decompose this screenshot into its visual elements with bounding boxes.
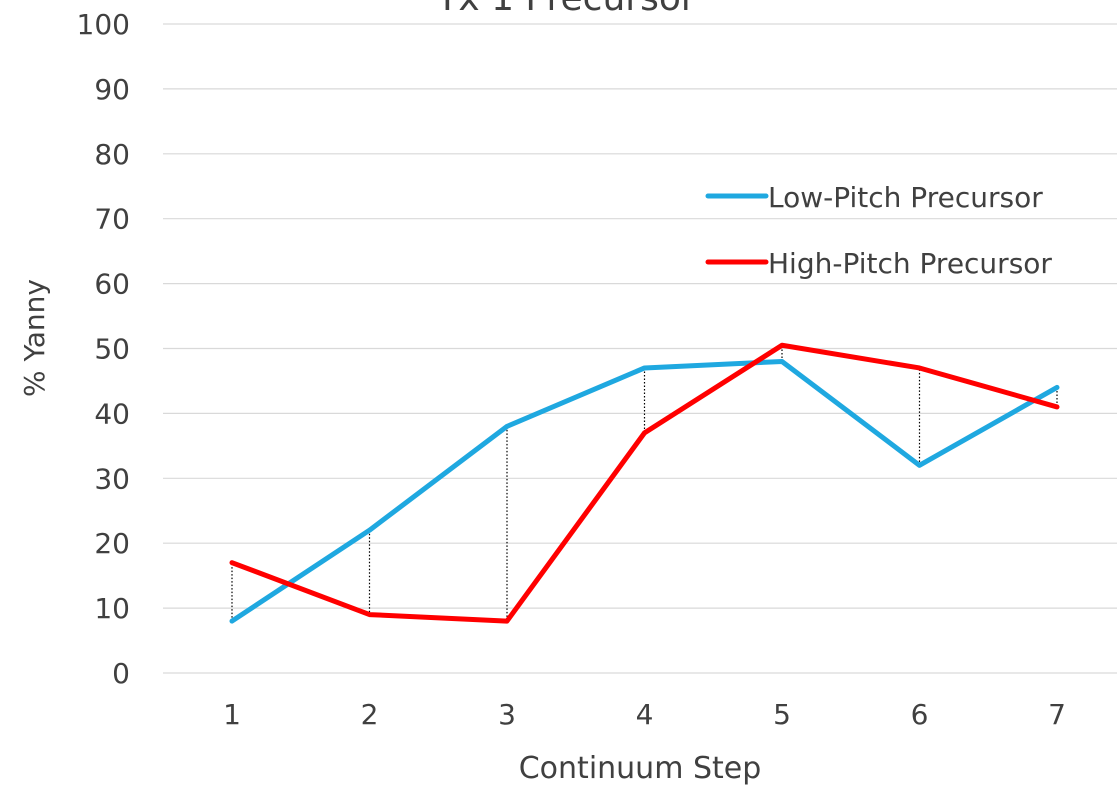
y-tick-label: 80: [94, 138, 130, 171]
legend-label: High-Pitch Precursor: [768, 247, 1052, 280]
x-tick-label: 7: [1048, 698, 1066, 731]
x-axis-label: Continuum Step: [519, 751, 762, 786]
y-tick-label: 20: [94, 527, 130, 560]
chart-title: Tx 1 Precursor: [435, 0, 696, 19]
series-lines: [229, 342, 1060, 624]
high-pitch-series-line: [229, 342, 1060, 624]
legend-label: Low-Pitch Precursor: [768, 181, 1043, 214]
y-axis-tick-labels: 0 10 20 30 40 50 60 70 80 90 100: [77, 8, 130, 690]
y-axis-label: % Yanny: [18, 279, 51, 397]
legend-item-low-pitch: Low-Pitch Precursor: [705, 181, 1043, 214]
difference-lines: [231, 345, 1058, 622]
y-tick-label: 10: [94, 592, 130, 625]
y-tick-label: 30: [94, 462, 130, 495]
legend: Low-Pitch Precursor High-Pitch Precursor: [705, 181, 1052, 280]
x-tick-label: 6: [911, 698, 929, 731]
y-tick-label: 100: [77, 8, 130, 41]
y-tick-label: 0: [112, 657, 130, 690]
x-tick-label: 3: [498, 698, 516, 731]
y-tick-label: 60: [94, 268, 130, 301]
x-tick-label: 2: [361, 698, 379, 731]
gridlines: [163, 23, 1117, 674]
x-axis-tick-labels: 1 2 3 4 5 6 7: [223, 698, 1066, 731]
x-tick-label: 1: [223, 698, 241, 731]
low-pitch-series-line: [229, 358, 1060, 624]
x-tick-label: 4: [636, 698, 654, 731]
y-tick-label: 50: [94, 333, 130, 366]
y-tick-label: 70: [94, 203, 130, 236]
legend-item-high-pitch: High-Pitch Precursor: [705, 247, 1052, 280]
y-tick-label: 90: [94, 73, 130, 106]
x-tick-label: 5: [773, 698, 791, 731]
y-tick-label: 40: [94, 397, 130, 430]
